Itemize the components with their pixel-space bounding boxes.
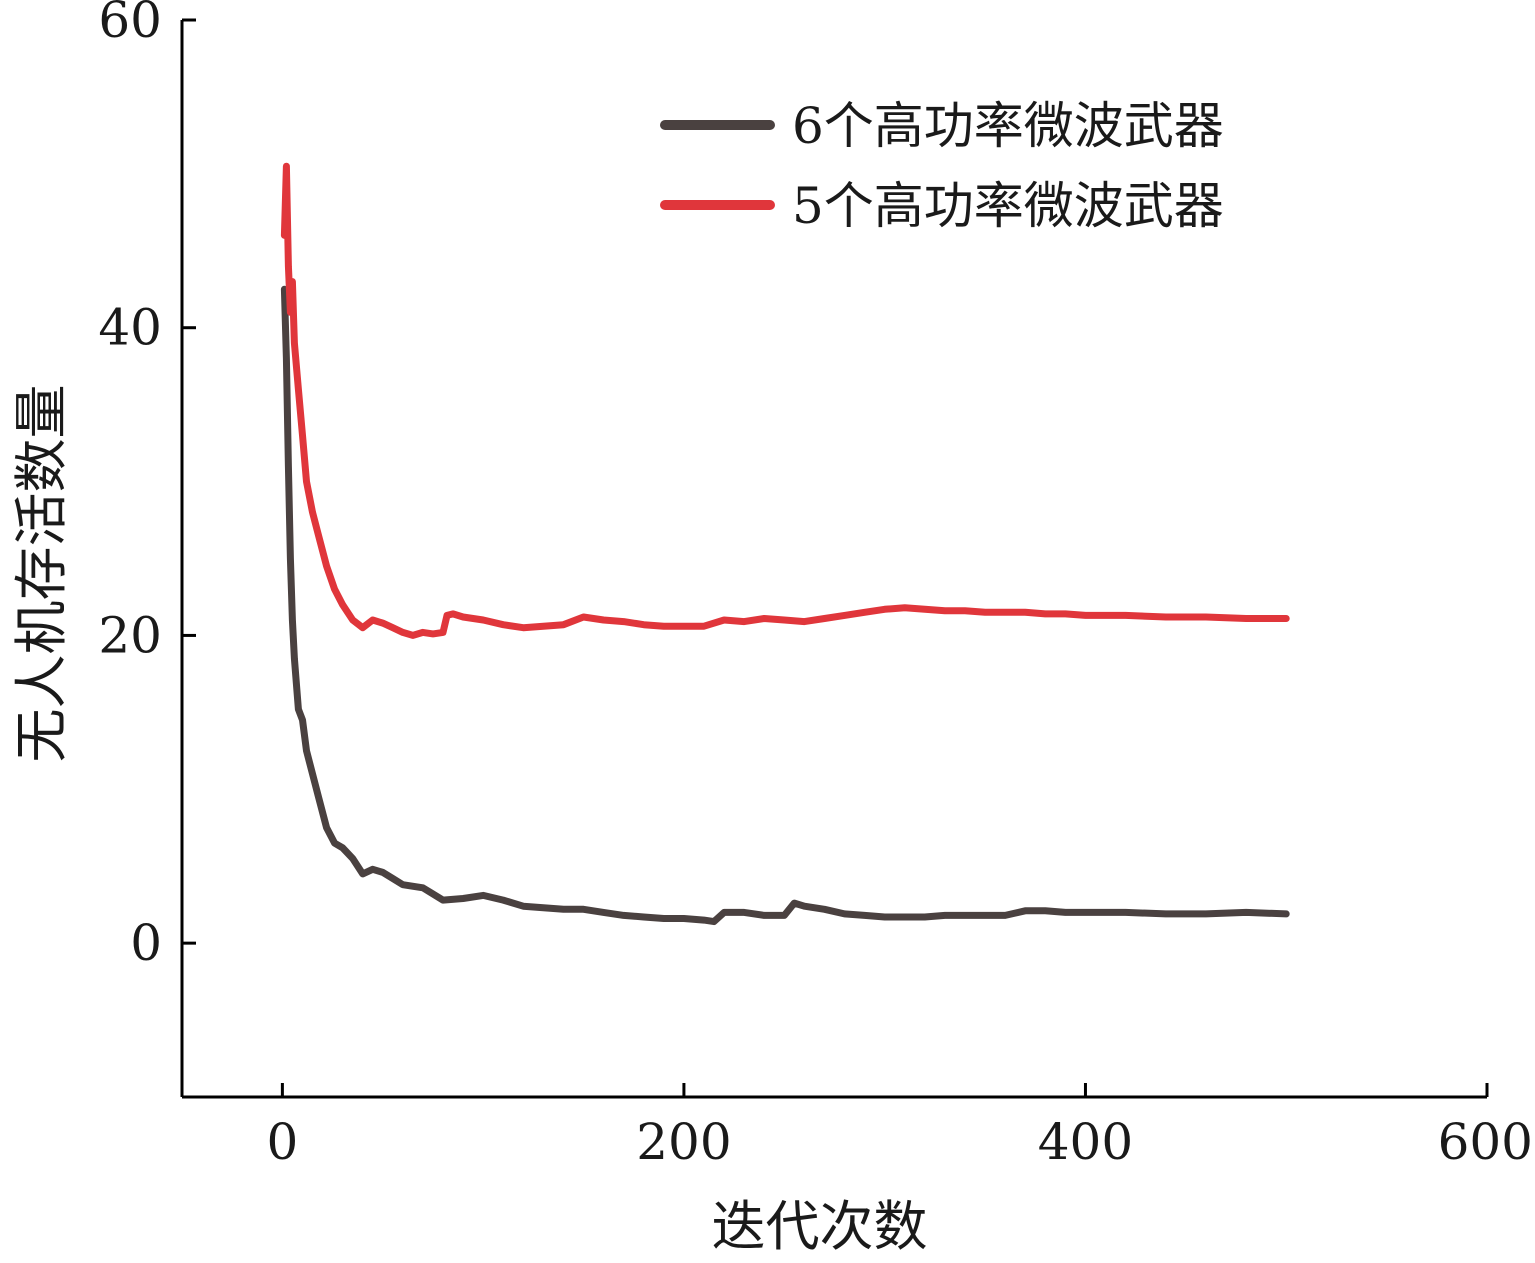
series-lines <box>280 162 1290 926</box>
y-tick-label: 60 <box>98 0 162 49</box>
y-ticks: 0 20 40 60 <box>98 0 196 972</box>
series-line-2 <box>280 162 1290 639</box>
y-tick-label: 40 <box>98 299 162 357</box>
x-tick-label: 600 <box>1438 1113 1533 1171</box>
series-line-1 <box>280 285 1290 926</box>
y-tick-label: 0 <box>130 914 162 972</box>
y-tick-label: 20 <box>98 606 162 664</box>
x-ticks: 0 200 400 600 <box>266 1083 1533 1171</box>
legend-label: 5个高功率微波武器 <box>792 177 1224 235</box>
legend-label: 6个高功率微波武器 <box>792 97 1224 155</box>
y-axis-title: 无人机存活数量 <box>10 385 73 763</box>
x-axis-title: 迭代次数 <box>712 1195 928 1258</box>
x-tick-label: 200 <box>636 1113 731 1171</box>
legend: 6个高功率微波武器 5个高功率微波武器 <box>660 97 1224 235</box>
x-tick-label: 400 <box>1038 1113 1133 1171</box>
x-tick-label: 0 <box>266 1113 298 1171</box>
